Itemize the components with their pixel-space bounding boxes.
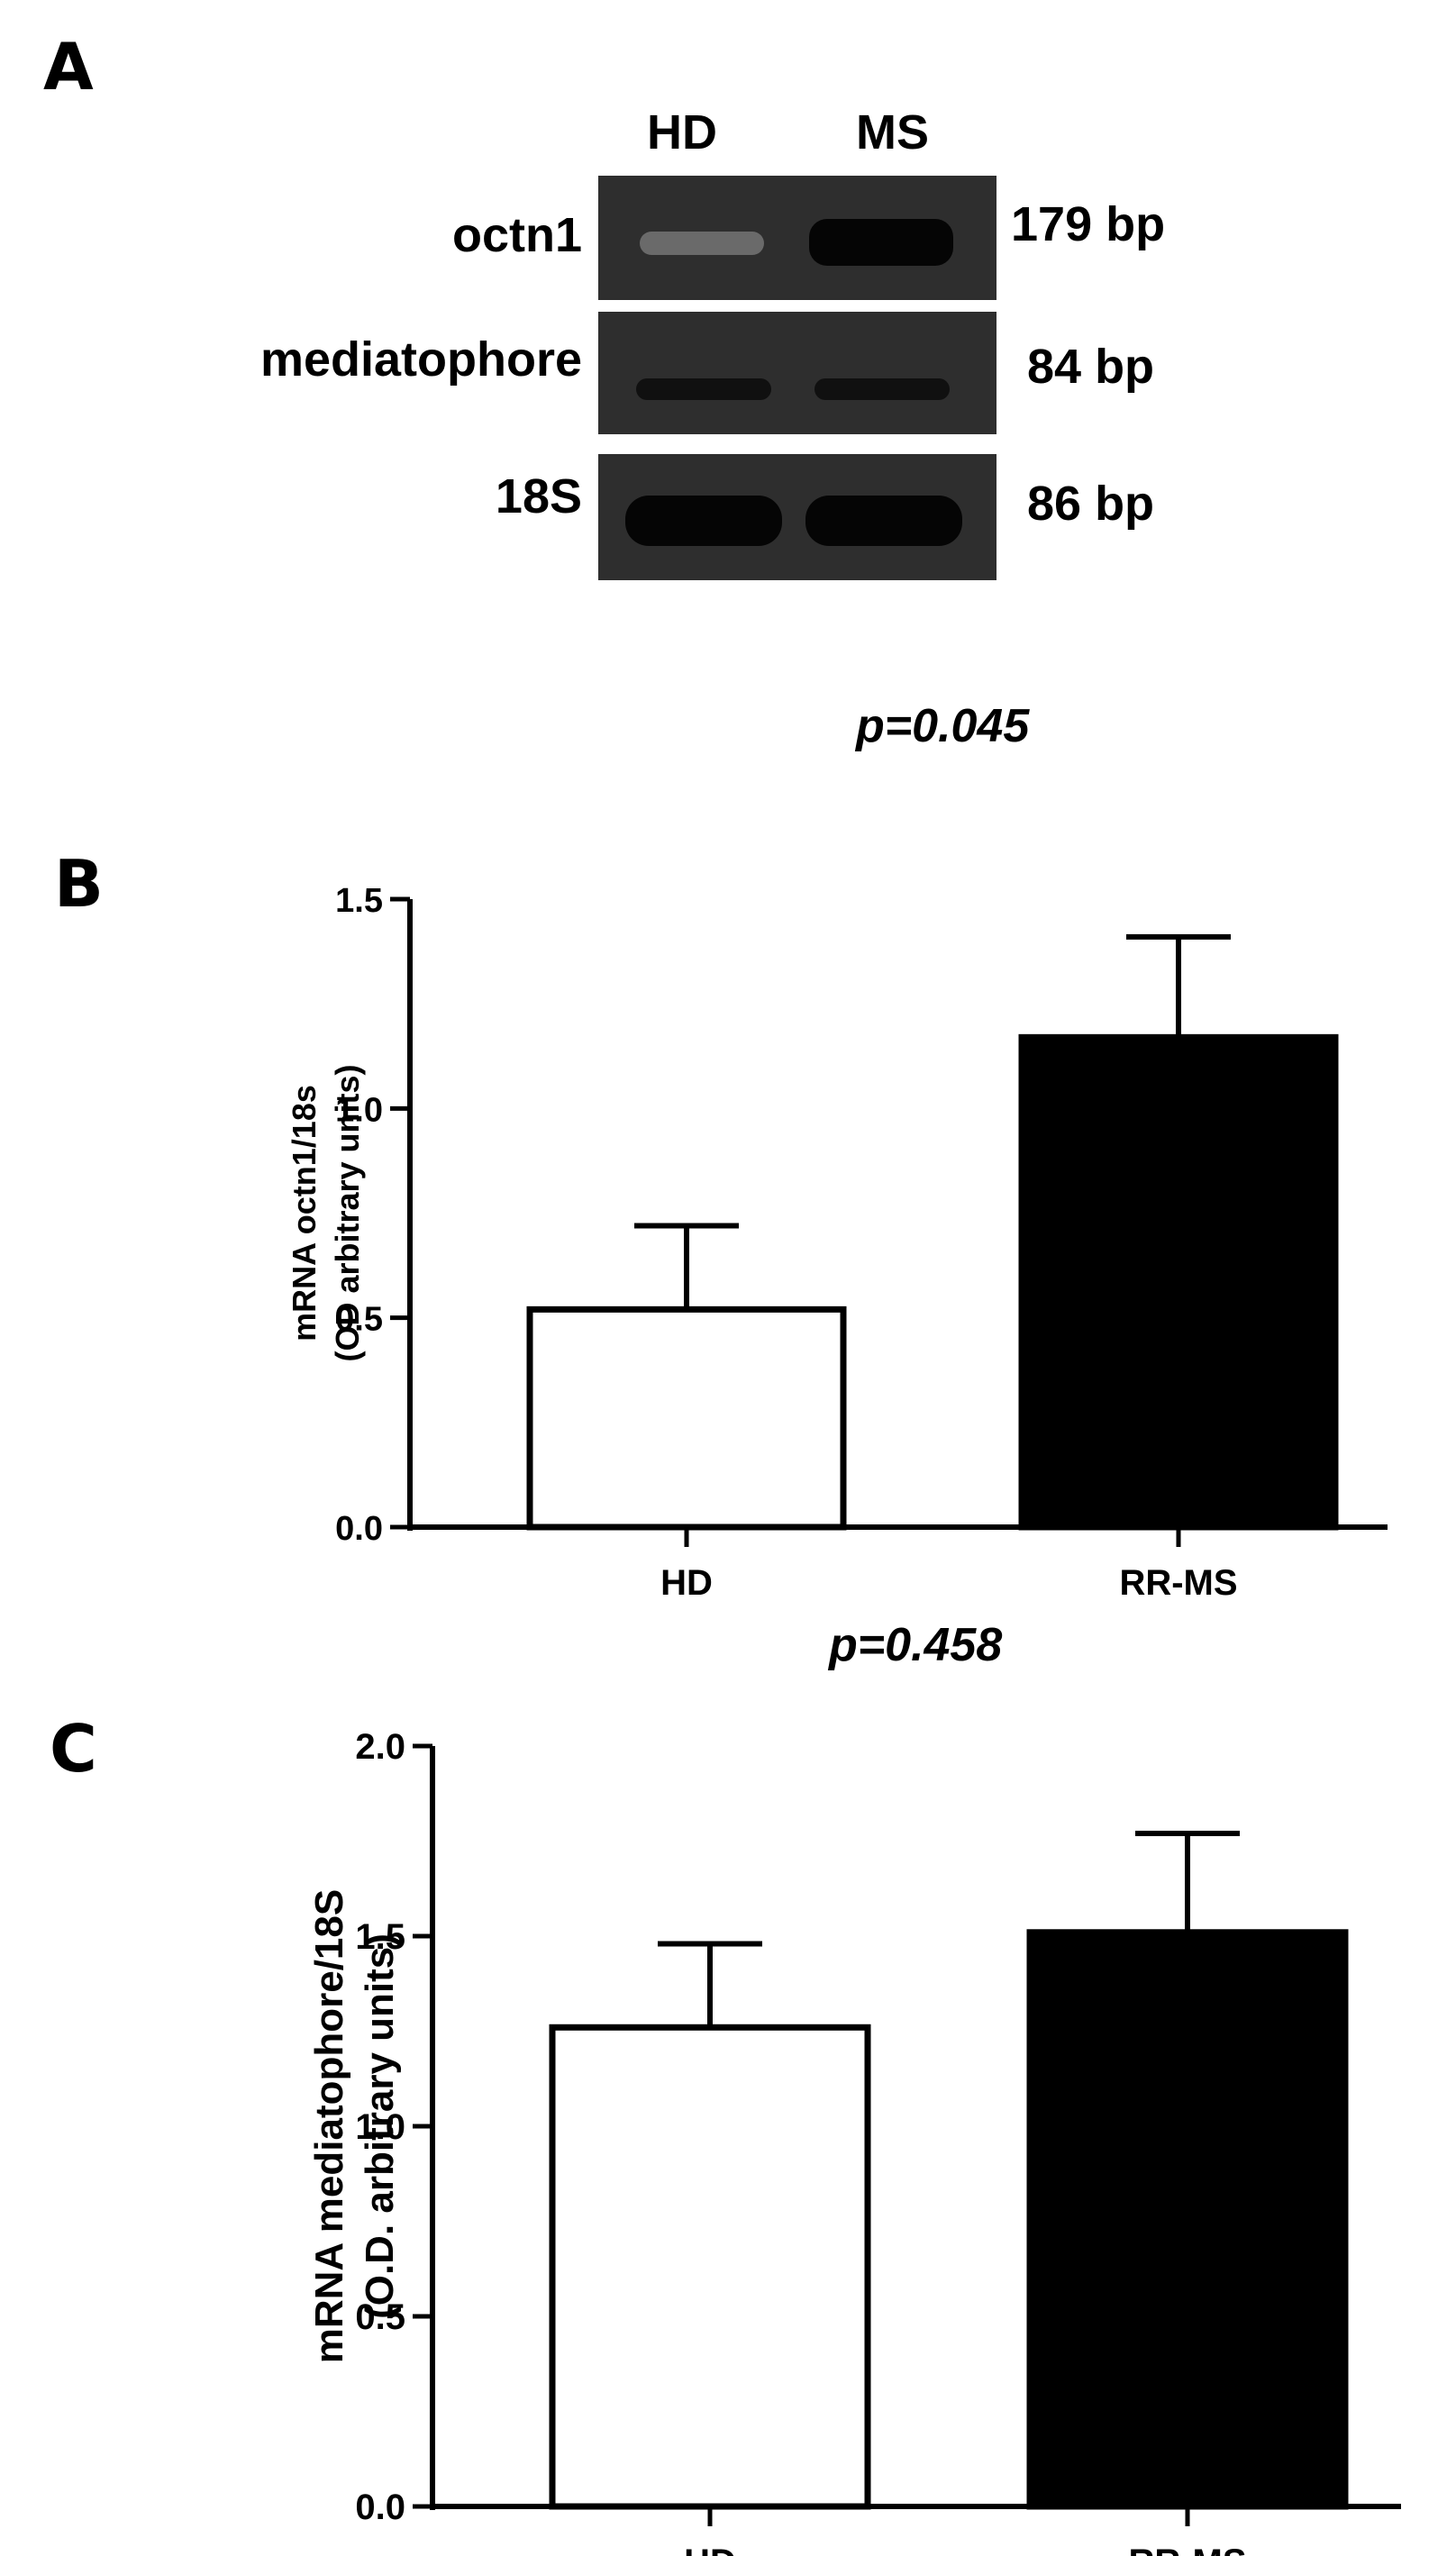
gel-row-label-mediatophore: mediatophore	[259, 332, 582, 387]
y-tick-label: 1.0	[355, 2107, 405, 2147]
band-18s-ms	[805, 496, 962, 546]
gel-strip-octn1	[598, 176, 996, 300]
bar-hd	[526, 1305, 847, 1531]
band-octn1-ms	[809, 219, 953, 266]
panel-c-pvalue: p=0.458	[829, 1619, 1003, 1671]
panel-c-letter: C	[50, 1711, 97, 1787]
panel-c-bar-chart: 0.0 0.5 1.0 1.5 2.0 HD RR-MS mRNA mediatophore/…	[307, 1727, 1401, 2556]
y-tick-label: 2.0	[355, 1727, 405, 1767]
band-18s-hd	[625, 496, 782, 546]
band-octn1-hd	[640, 232, 764, 255]
gel-strip-mediatophore	[598, 312, 996, 434]
band-mediatophore-ms	[814, 378, 950, 400]
panel-b-bar-chart: 0.0 0.5 1.0 1.5 HD RR-MS mRNA octn1/18s (OD arb…	[286, 882, 1388, 1603]
panel-b-pvalue: p=0.045	[856, 700, 1030, 752]
y-axis-title-line: (O.D. arbitrary units)	[358, 1933, 402, 2319]
y-tick-label: 0.5	[355, 2297, 405, 2337]
bar-rr-ms	[1026, 1929, 1349, 2510]
x-category-label: RR-MS	[1128, 2542, 1246, 2556]
bar-rr-ms	[1018, 1033, 1339, 1531]
y-axis-title-line: mRNA mediatophore/18S	[307, 1889, 351, 2363]
gel-lane-label-hd: HD	[647, 105, 717, 159]
gel-bands-18s	[625, 496, 962, 546]
y-tick-label: 1.0	[335, 1091, 383, 1129]
y-tick-label: 1.5	[335, 882, 383, 920]
bar-hd	[549, 2024, 871, 2510]
gel-size-octn1: 179 bp	[1011, 197, 1166, 251]
gel-row-label-octn1: octn1	[451, 208, 582, 262]
panel-a-letter: A	[43, 29, 94, 105]
y-tick-label: 0.5	[335, 1301, 383, 1339]
y-tick-label: 0.0	[355, 2488, 405, 2527]
x-category-label: RR-MS	[1119, 1563, 1237, 1603]
y-tick-label: 0.0	[335, 1510, 383, 1548]
gel-strip-18s	[598, 454, 996, 580]
gel-row-label-18s: 18S	[495, 469, 582, 523]
x-category-label: HD	[660, 1563, 713, 1603]
x-category-label: HD	[684, 2542, 736, 2556]
panel-b-letter: B	[54, 846, 104, 922]
gel-size-mediatophore: 84 bp	[1027, 340, 1155, 394]
gel-size-18s: 86 bp	[1027, 477, 1155, 531]
band-mediatophore-hd	[636, 378, 771, 400]
gel-lane-label-ms: MS	[856, 105, 929, 159]
y-tick-label: 1.5	[355, 1917, 405, 1957]
gel-bands-octn1	[640, 219, 953, 266]
gel-bands-mediatophore	[636, 378, 950, 400]
y-axis-title-line: (OD arbitrary units)	[329, 1064, 366, 1361]
y-axis-title-line: mRNA octn1/18s	[286, 1085, 323, 1342]
